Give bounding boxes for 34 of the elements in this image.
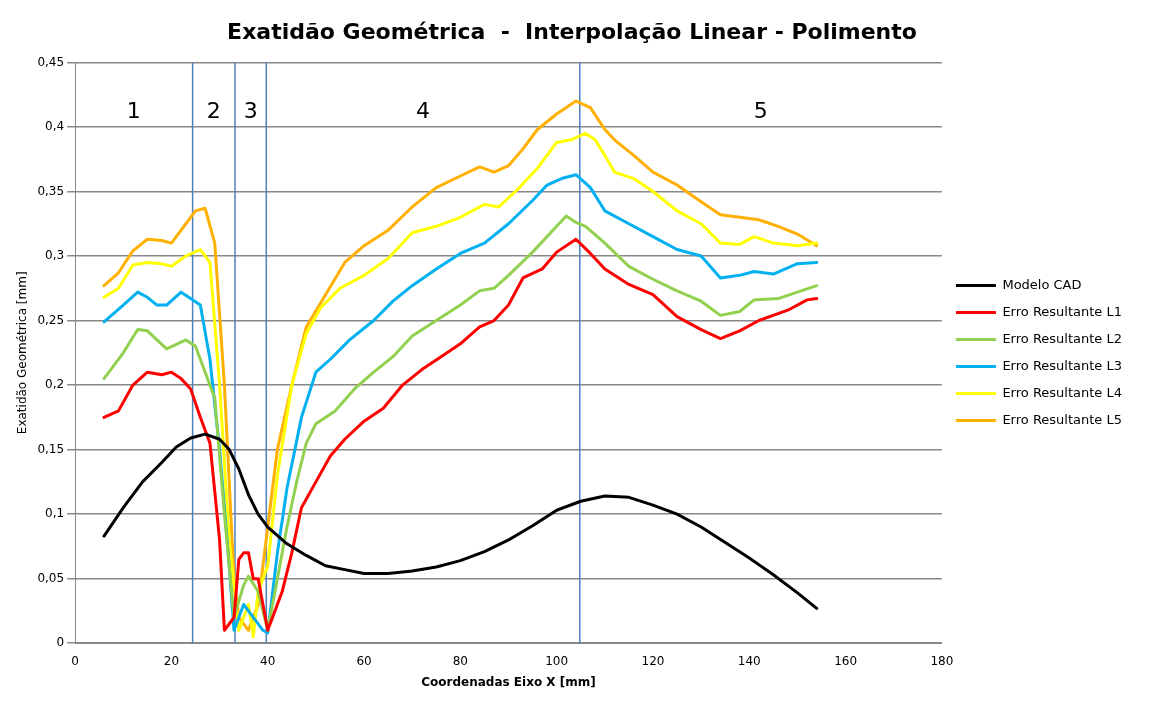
x-axis-title: Coordenadas Eixo X [mm] xyxy=(421,674,596,689)
y-tick-label: 0,2 xyxy=(45,377,65,392)
annotation: 1 xyxy=(126,98,141,124)
annotation: 5 xyxy=(753,98,768,124)
x-tick-label: 140 xyxy=(737,653,761,668)
legend-label: Erro Resultante L5 xyxy=(1002,411,1122,427)
x-tick-label: 20 xyxy=(163,653,180,668)
legend-label: Erro Resultante L4 xyxy=(1002,384,1122,400)
y-tick-label: 0,45 xyxy=(37,54,65,69)
annotation: 3 xyxy=(243,98,258,124)
x-tick-label: 40 xyxy=(260,653,276,668)
x-tick-label: 100 xyxy=(545,653,569,668)
legend-label: Erro Resultante L3 xyxy=(1002,357,1122,373)
legend-label: Erro Resultante L1 xyxy=(1002,303,1122,319)
legend-label: Modelo CAD xyxy=(1002,276,1082,292)
y-axis-title: Exatidão Geométrica [mm] xyxy=(15,271,30,435)
x-tick-label: 180 xyxy=(930,653,954,668)
x-tick-label: 60 xyxy=(356,653,372,668)
x-tick-label: 0 xyxy=(71,653,79,668)
y-tick-label: 0,15 xyxy=(37,441,65,456)
y-tick-label: 0,3 xyxy=(45,248,65,263)
legend-label: Erro Resultante L2 xyxy=(1002,330,1122,346)
y-tick-label: 0,25 xyxy=(37,312,65,327)
x-tick-label: 80 xyxy=(452,653,468,668)
y-tick-label: 0,05 xyxy=(37,570,65,585)
chart-title: Exatidão Geométrica - Interpolação Linear - Polimento xyxy=(227,18,917,44)
annotation: 4 xyxy=(416,98,431,124)
y-tick-label: 0,4 xyxy=(45,119,65,134)
y-tick-label: 0 xyxy=(56,635,65,650)
y-tick-label: 0,35 xyxy=(37,183,65,198)
annotation: 2 xyxy=(206,98,221,124)
x-tick-label: 120 xyxy=(641,653,665,668)
y-tick-label: 0,1 xyxy=(45,506,65,521)
x-tick-label: 160 xyxy=(834,653,858,668)
